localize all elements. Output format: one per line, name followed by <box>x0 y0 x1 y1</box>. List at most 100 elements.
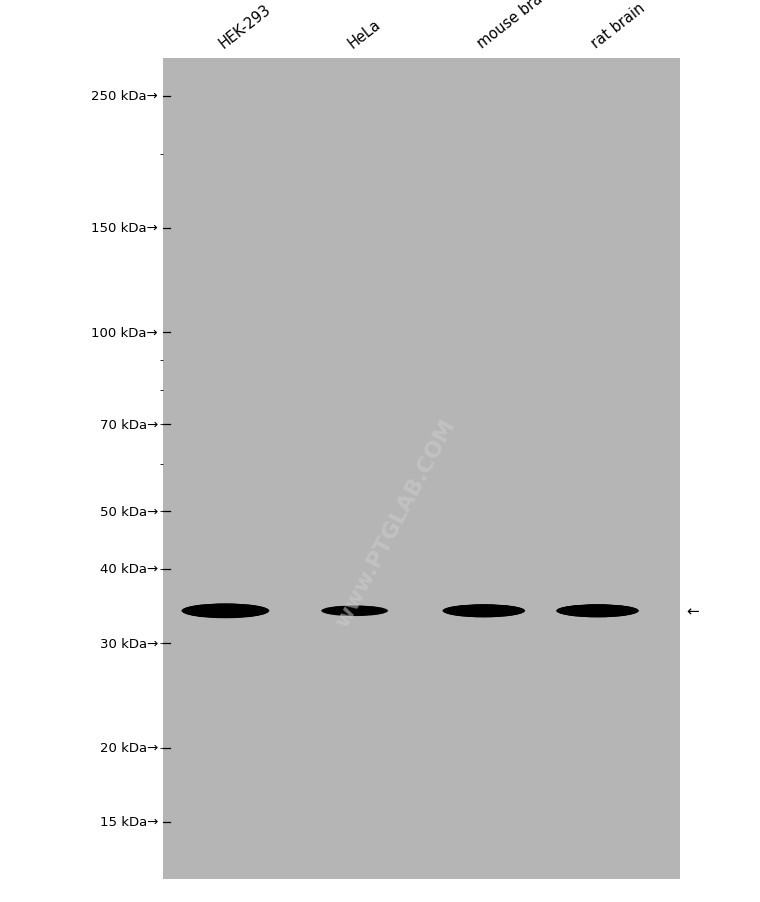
Ellipse shape <box>445 605 523 617</box>
Ellipse shape <box>557 605 638 617</box>
Ellipse shape <box>336 611 373 612</box>
Ellipse shape <box>190 606 261 616</box>
Ellipse shape <box>331 609 378 613</box>
Text: 40 kDa→: 40 kDa→ <box>100 563 158 575</box>
Ellipse shape <box>333 610 376 612</box>
Ellipse shape <box>186 605 264 617</box>
Ellipse shape <box>188 608 263 614</box>
Ellipse shape <box>451 607 516 614</box>
Ellipse shape <box>326 609 383 613</box>
Ellipse shape <box>331 609 378 613</box>
Text: 30 kDa→: 30 kDa→ <box>100 637 158 649</box>
Ellipse shape <box>458 609 510 612</box>
Ellipse shape <box>182 603 269 619</box>
Ellipse shape <box>442 604 525 618</box>
Ellipse shape <box>556 604 638 618</box>
Ellipse shape <box>446 605 521 617</box>
Ellipse shape <box>562 606 632 616</box>
Ellipse shape <box>325 607 384 615</box>
Ellipse shape <box>461 611 507 612</box>
Ellipse shape <box>198 609 253 613</box>
Ellipse shape <box>193 608 258 614</box>
Ellipse shape <box>329 608 380 614</box>
Ellipse shape <box>568 608 627 614</box>
Ellipse shape <box>568 608 628 614</box>
Ellipse shape <box>198 610 252 612</box>
Ellipse shape <box>192 607 258 615</box>
Ellipse shape <box>563 607 632 615</box>
Ellipse shape <box>556 604 639 618</box>
Ellipse shape <box>185 605 266 617</box>
Ellipse shape <box>449 607 518 615</box>
Text: 20 kDa→: 20 kDa→ <box>100 741 158 754</box>
Ellipse shape <box>443 604 524 618</box>
Ellipse shape <box>332 610 377 612</box>
Ellipse shape <box>445 605 523 617</box>
Ellipse shape <box>563 607 632 615</box>
Ellipse shape <box>461 611 507 612</box>
Ellipse shape <box>195 608 256 614</box>
Ellipse shape <box>572 610 623 612</box>
Text: 50 kDa→: 50 kDa→ <box>100 505 158 518</box>
Ellipse shape <box>333 610 376 612</box>
Ellipse shape <box>324 607 385 615</box>
Ellipse shape <box>445 605 522 617</box>
Ellipse shape <box>182 604 269 619</box>
Ellipse shape <box>334 610 375 612</box>
Text: ←: ← <box>686 603 699 619</box>
Ellipse shape <box>454 608 513 614</box>
Ellipse shape <box>184 604 267 618</box>
Ellipse shape <box>575 611 620 612</box>
Ellipse shape <box>325 607 385 615</box>
Ellipse shape <box>561 606 634 616</box>
Ellipse shape <box>334 610 375 612</box>
Ellipse shape <box>564 607 631 615</box>
Ellipse shape <box>187 605 264 617</box>
Ellipse shape <box>562 606 634 616</box>
Ellipse shape <box>192 607 259 615</box>
Ellipse shape <box>188 606 263 616</box>
Ellipse shape <box>573 610 622 612</box>
Ellipse shape <box>188 606 263 616</box>
Ellipse shape <box>328 608 382 614</box>
Ellipse shape <box>451 607 516 615</box>
Ellipse shape <box>570 609 625 613</box>
Ellipse shape <box>448 609 519 613</box>
Ellipse shape <box>330 609 379 613</box>
Ellipse shape <box>573 610 622 612</box>
Ellipse shape <box>565 607 631 615</box>
Ellipse shape <box>196 609 255 613</box>
Ellipse shape <box>323 606 387 616</box>
Ellipse shape <box>336 611 373 612</box>
Ellipse shape <box>182 604 268 618</box>
Text: 100 kDa→: 100 kDa→ <box>91 327 158 339</box>
Text: www.PTGLAB.COM: www.PTGLAB.COM <box>332 416 458 630</box>
Ellipse shape <box>560 606 635 616</box>
Ellipse shape <box>457 609 511 613</box>
Ellipse shape <box>450 607 518 615</box>
Ellipse shape <box>447 606 521 616</box>
Ellipse shape <box>560 605 635 617</box>
Ellipse shape <box>194 608 257 614</box>
Ellipse shape <box>324 606 385 616</box>
Ellipse shape <box>571 609 625 613</box>
Ellipse shape <box>444 605 524 617</box>
Ellipse shape <box>572 609 624 612</box>
Ellipse shape <box>569 609 625 613</box>
Ellipse shape <box>575 611 619 612</box>
Text: 70 kDa→: 70 kDa→ <box>100 419 158 431</box>
Ellipse shape <box>559 605 636 617</box>
Ellipse shape <box>566 608 629 614</box>
Ellipse shape <box>326 607 383 615</box>
Ellipse shape <box>558 605 638 617</box>
Ellipse shape <box>458 610 509 612</box>
Ellipse shape <box>191 607 260 615</box>
Ellipse shape <box>448 606 520 616</box>
Ellipse shape <box>321 606 388 616</box>
Ellipse shape <box>321 606 388 616</box>
Ellipse shape <box>325 607 384 615</box>
Ellipse shape <box>190 607 261 615</box>
Ellipse shape <box>565 607 630 615</box>
Ellipse shape <box>568 609 626 613</box>
Ellipse shape <box>328 608 381 614</box>
